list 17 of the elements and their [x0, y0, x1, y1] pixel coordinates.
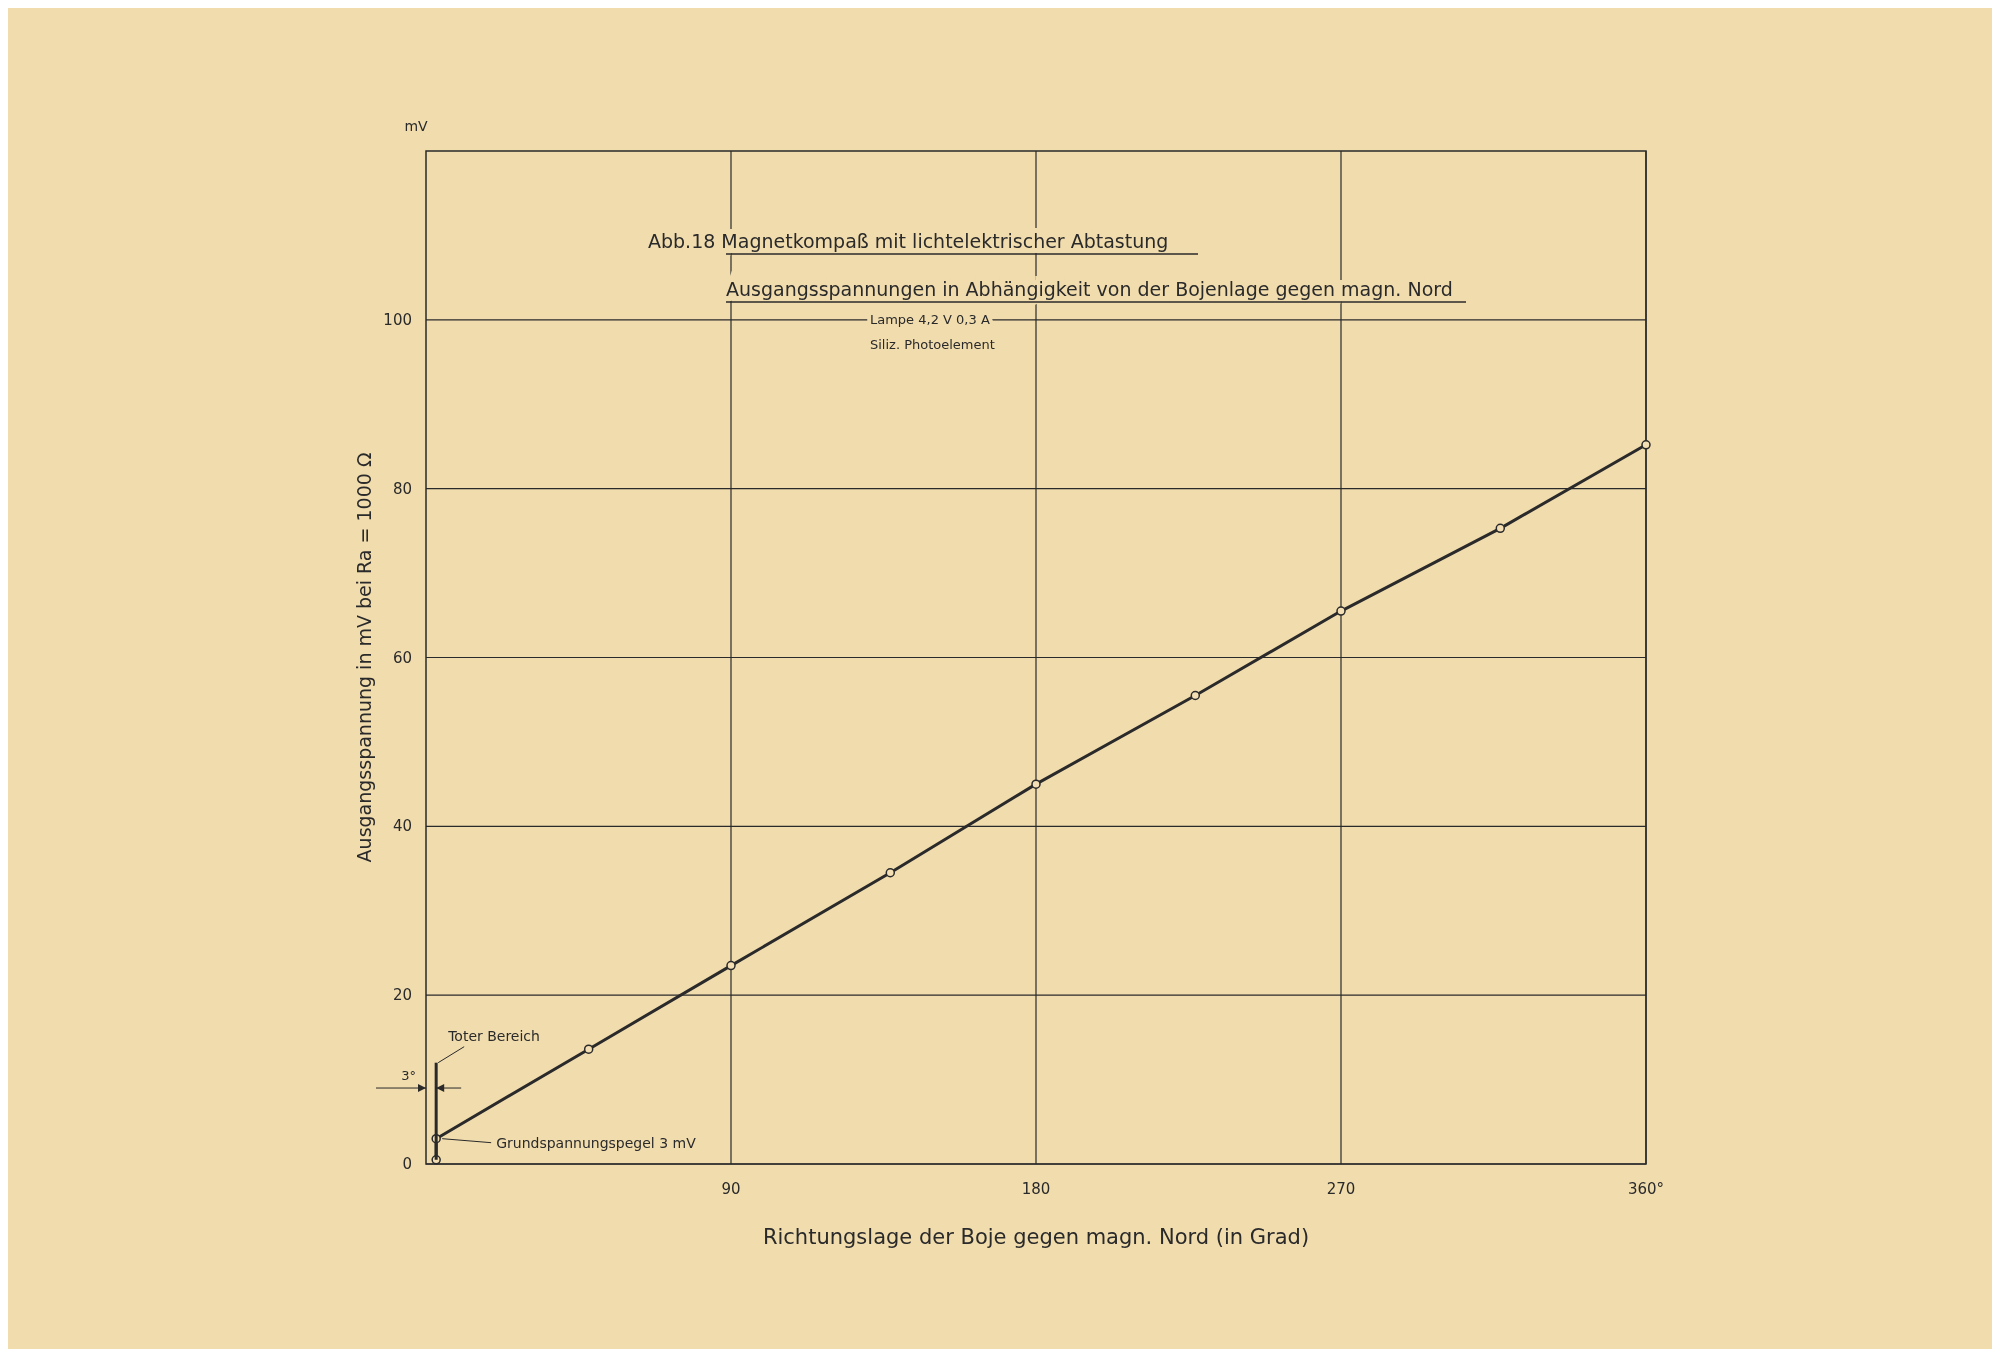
- y-tick-label: 20: [392, 986, 412, 1005]
- x-tick-label: 180: [1021, 1180, 1051, 1198]
- y-tick-label: 0: [402, 1155, 412, 1173]
- annotation: Toter Bereich: [447, 1027, 540, 1044]
- x-tick-label: 270: [1326, 1180, 1356, 1198]
- x-axis-title: Richtungslage der Boje gegen magn. Nord (in Grad): [762, 1225, 1310, 1249]
- y-tick-label: 60: [392, 648, 412, 667]
- annotation: Siliz. Photoelement: [870, 337, 995, 352]
- text: mV: [404, 118, 429, 134]
- y-tick-label: 40: [392, 817, 412, 836]
- x-tick-label: 360°: [1627, 1180, 1665, 1198]
- text: 3°: [401, 1068, 416, 1084]
- y-tick-label: 100: [383, 310, 412, 329]
- annotation: Grundspannungspegel 3 mV: [496, 1134, 697, 1151]
- y-axis-title: Ausgangsspannung in mV bei Ra = 1000 Ω: [353, 452, 375, 863]
- x-tick-label: 90: [721, 1180, 741, 1198]
- y-tick-label: 80: [392, 479, 412, 498]
